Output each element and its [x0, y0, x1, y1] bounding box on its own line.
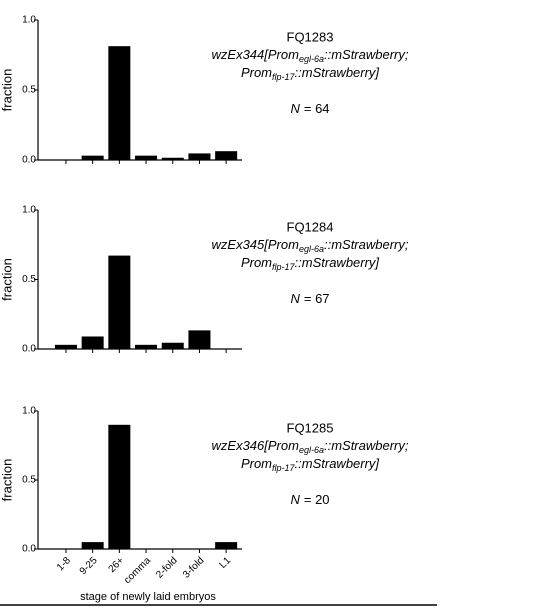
bar: [215, 151, 238, 160]
x-tick-label: 2-fold: [154, 555, 179, 580]
y-tick-label: 1.0: [22, 15, 36, 26]
genotype-part: ::mStrawberry]: [295, 456, 380, 471]
genotype-label: wzEx345[Promegl-6a::mStrawberry;: [212, 237, 409, 254]
genotype-part: ::mStrawberry;: [324, 47, 409, 62]
genotype-subscript: egl-6a: [299, 244, 324, 254]
n-symbol: N: [290, 492, 300, 507]
bar: [161, 157, 184, 160]
bar: [81, 336, 104, 349]
genotype-label: Promflp-17::mStrawberry]: [241, 255, 379, 272]
bar: [108, 46, 131, 160]
genotype-subscript: flp-17: [272, 72, 296, 82]
genotype-label: wzEx344[Promegl-6a::mStrawberry;: [212, 47, 409, 64]
y-tick-label: 0.5: [22, 274, 36, 285]
y-tick-label: 0.5: [22, 85, 36, 96]
x-axis-label: stage of newly laid embryos: [80, 591, 216, 603]
genotype-part: Prom: [241, 456, 272, 471]
bar: [81, 155, 104, 160]
n-value: = 64: [304, 101, 330, 116]
x-tick-label: 9-25: [78, 555, 100, 577]
genotype-part: ::mStrawberry]: [295, 255, 380, 270]
x-tick-label: 1-8: [55, 555, 73, 573]
bar: [215, 542, 238, 549]
genotype-subscript: egl-6a: [299, 445, 324, 455]
genotype-subscript: flp-17: [272, 463, 296, 473]
bar: [135, 155, 158, 160]
genotype-part: wzEx345[Prom: [212, 237, 300, 252]
genotype-label: wzEx346[Promegl-6a::mStrawberry;: [212, 438, 409, 455]
x-tick-label: 26+: [107, 555, 127, 575]
bar: [54, 344, 77, 349]
y-tick-label: 0.0: [22, 544, 36, 555]
n-label: N = 64: [290, 101, 329, 116]
n-label: N = 67: [290, 291, 329, 306]
y-axis-label: fraction: [0, 459, 14, 502]
x-tick-label: comma: [122, 555, 153, 586]
y-axis-label: fraction: [0, 69, 14, 112]
genotype-subscript: flp-17: [272, 262, 296, 272]
n-value: = 67: [304, 291, 330, 306]
genotype-part: Prom: [241, 65, 272, 80]
genotype-part: ::mStrawberry;: [324, 237, 409, 252]
y-tick-label: 0.0: [22, 344, 36, 355]
genotype-label: Promflp-17::mStrawberry]: [241, 456, 379, 473]
genotype-part: Prom: [241, 255, 272, 270]
y-axis-label: fraction: [0, 258, 14, 301]
x-tick-label: L1: [217, 555, 233, 571]
bar: [188, 153, 211, 160]
y-tick-label: 1.0: [22, 406, 36, 417]
y-tick-label: 0.5: [22, 475, 36, 486]
bar: [161, 342, 184, 349]
strain-label: FQ1283: [287, 29, 334, 44]
x-tick-label: 3-fold: [181, 555, 206, 580]
genotype-part: ::mStrawberry]: [295, 65, 380, 80]
y-tick-label: 0.0: [22, 155, 36, 166]
genotype-subscript: egl-6a: [299, 54, 324, 64]
bar: [108, 255, 131, 349]
n-label: N = 20: [290, 492, 329, 507]
n-symbol: N: [290, 291, 300, 306]
bar: [81, 542, 104, 549]
genotype-label: Promflp-17::mStrawberry]: [241, 65, 379, 82]
bar: [108, 424, 131, 549]
genotype-part: wzEx346[Prom: [212, 438, 300, 453]
strain-label: FQ1285: [287, 420, 334, 435]
genotype-part: ::mStrawberry;: [324, 438, 409, 453]
y-tick-label: 1.0: [22, 205, 36, 216]
n-symbol: N: [290, 101, 300, 116]
strain-label: FQ1284: [287, 219, 334, 234]
bar: [135, 344, 158, 349]
n-value: = 20: [304, 492, 330, 507]
genotype-part: wzEx344[Prom: [212, 47, 300, 62]
bar: [188, 330, 211, 349]
